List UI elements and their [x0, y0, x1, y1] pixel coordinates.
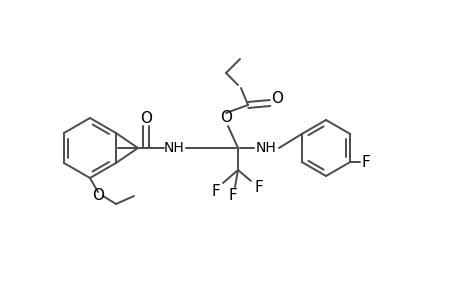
Text: F: F — [254, 179, 263, 194]
Text: F: F — [361, 154, 370, 169]
Text: O: O — [270, 91, 282, 106]
Text: F: F — [211, 184, 220, 200]
Text: O: O — [92, 188, 104, 203]
Text: NH: NH — [163, 141, 184, 155]
Text: NH: NH — [255, 141, 276, 155]
Text: F: F — [228, 188, 237, 203]
Text: O: O — [140, 110, 151, 125]
Text: O: O — [219, 110, 231, 124]
